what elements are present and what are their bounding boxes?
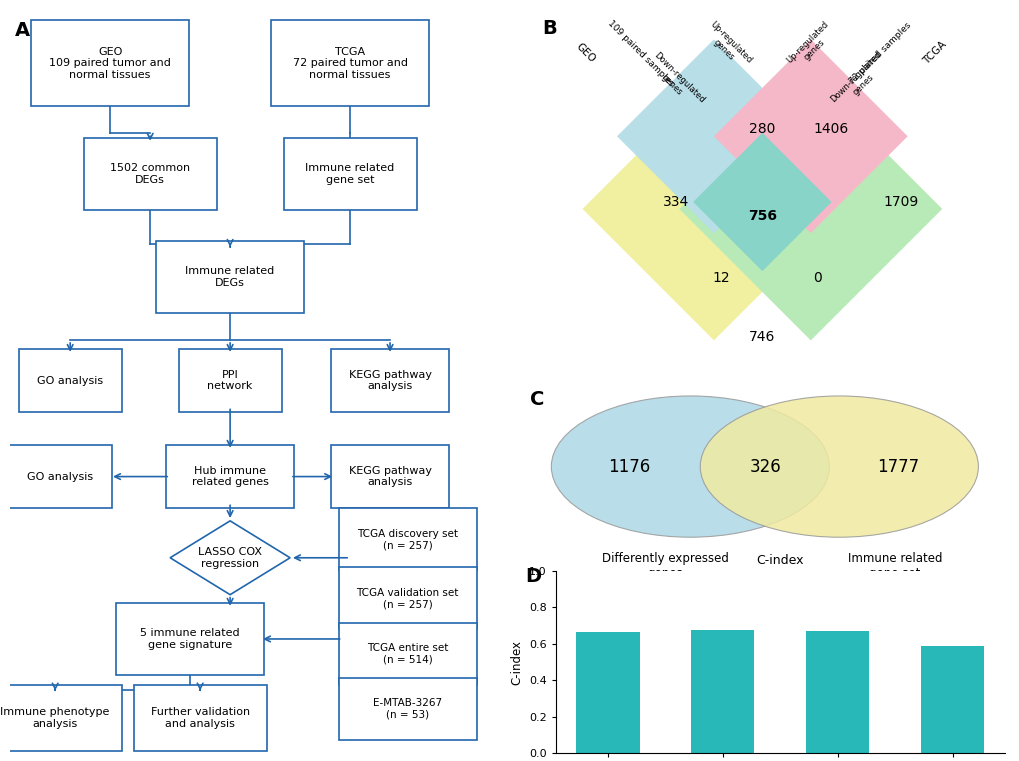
Polygon shape bbox=[679, 78, 942, 340]
Bar bbox=[805, 632, 868, 753]
Text: C: C bbox=[530, 390, 544, 409]
Polygon shape bbox=[582, 78, 845, 340]
Polygon shape bbox=[713, 40, 907, 233]
Text: 1777: 1777 bbox=[876, 457, 919, 476]
FancyBboxPatch shape bbox=[18, 349, 121, 412]
FancyBboxPatch shape bbox=[32, 21, 189, 106]
Text: 109 paired samples: 109 paired samples bbox=[605, 19, 676, 88]
Text: Further validation
and analysis: Further validation and analysis bbox=[151, 707, 250, 729]
Text: 326: 326 bbox=[749, 457, 781, 476]
Title: C-index: C-index bbox=[756, 554, 803, 567]
FancyBboxPatch shape bbox=[0, 685, 121, 751]
FancyBboxPatch shape bbox=[271, 21, 429, 106]
Y-axis label: C-index: C-index bbox=[511, 639, 523, 685]
Polygon shape bbox=[170, 521, 289, 594]
FancyBboxPatch shape bbox=[331, 445, 448, 508]
Text: KEGG pathway
analysis: KEGG pathway analysis bbox=[348, 370, 431, 391]
Text: Hub immune
related genes: Hub immune related genes bbox=[192, 466, 268, 487]
FancyBboxPatch shape bbox=[156, 241, 304, 314]
Text: TCGA
72 paired tumor and
normal tissues: TCGA 72 paired tumor and normal tissues bbox=[292, 46, 408, 80]
Text: 756: 756 bbox=[747, 209, 776, 223]
Text: TCGA: TCGA bbox=[921, 40, 948, 67]
Text: 746: 746 bbox=[748, 330, 774, 344]
Text: GO analysis: GO analysis bbox=[28, 472, 93, 482]
Text: PPI
network: PPI network bbox=[207, 370, 253, 391]
Ellipse shape bbox=[551, 396, 828, 537]
FancyBboxPatch shape bbox=[178, 349, 281, 412]
Text: 280: 280 bbox=[748, 123, 774, 136]
Text: 1502 common
DEGs: 1502 common DEGs bbox=[110, 163, 190, 185]
Text: 72 paired samples: 72 paired samples bbox=[847, 21, 912, 86]
Text: D: D bbox=[525, 567, 541, 586]
FancyBboxPatch shape bbox=[338, 508, 476, 570]
Text: Immune related
DEGs: Immune related DEGs bbox=[185, 266, 274, 288]
FancyBboxPatch shape bbox=[338, 678, 476, 740]
Text: Down-regulated
genes: Down-regulated genes bbox=[827, 50, 890, 112]
Text: Down-regulated
genes: Down-regulated genes bbox=[644, 50, 706, 112]
Bar bbox=[920, 646, 983, 753]
Text: B: B bbox=[541, 19, 556, 38]
Text: TCGA validation set
(n = 257): TCGA validation set (n = 257) bbox=[356, 587, 459, 609]
Text: LASSO COX
regression: LASSO COX regression bbox=[198, 547, 262, 568]
Text: 5 immune related
gene signature: 5 immune related gene signature bbox=[141, 628, 239, 650]
FancyBboxPatch shape bbox=[84, 138, 216, 210]
Text: 1709: 1709 bbox=[882, 195, 917, 209]
FancyBboxPatch shape bbox=[331, 349, 448, 412]
Text: Up-regulated
genes: Up-regulated genes bbox=[784, 20, 837, 73]
Text: 1176: 1176 bbox=[607, 457, 650, 476]
Text: GO analysis: GO analysis bbox=[37, 376, 103, 386]
Text: Up-regulated
genes: Up-regulated genes bbox=[701, 20, 753, 73]
FancyBboxPatch shape bbox=[338, 622, 476, 685]
Text: 1406: 1406 bbox=[813, 123, 849, 136]
Text: 334: 334 bbox=[662, 195, 688, 209]
Text: TCGA entire set
(n = 514): TCGA entire set (n = 514) bbox=[367, 643, 447, 664]
FancyBboxPatch shape bbox=[116, 603, 264, 675]
Text: 0: 0 bbox=[812, 271, 821, 285]
Text: E-MTAB-3267
(n = 53): E-MTAB-3267 (n = 53) bbox=[373, 699, 441, 720]
Text: Immune phenotype
analysis: Immune phenotype analysis bbox=[0, 707, 110, 729]
Ellipse shape bbox=[700, 396, 977, 537]
Bar bbox=[691, 630, 754, 753]
Text: GEO
109 paired tumor and
normal tissues: GEO 109 paired tumor and normal tissues bbox=[49, 46, 171, 80]
Bar bbox=[576, 632, 639, 753]
Text: 12: 12 bbox=[711, 271, 729, 285]
Text: A: A bbox=[15, 21, 31, 40]
FancyBboxPatch shape bbox=[133, 685, 266, 751]
FancyBboxPatch shape bbox=[166, 445, 293, 508]
Text: TCGA discovery set
(n = 257): TCGA discovery set (n = 257) bbox=[357, 529, 458, 550]
Text: GEO: GEO bbox=[574, 42, 597, 65]
Polygon shape bbox=[693, 133, 830, 271]
FancyBboxPatch shape bbox=[283, 138, 416, 210]
Text: Immune related
gene set: Immune related gene set bbox=[305, 163, 394, 185]
Text: Immune related
gene set: Immune related gene set bbox=[847, 552, 942, 581]
FancyBboxPatch shape bbox=[338, 568, 476, 629]
FancyBboxPatch shape bbox=[9, 445, 111, 508]
Polygon shape bbox=[616, 40, 810, 233]
Text: Differently expressed
genes: Differently expressed genes bbox=[601, 552, 728, 581]
Text: KEGG pathway
analysis: KEGG pathway analysis bbox=[348, 466, 431, 487]
